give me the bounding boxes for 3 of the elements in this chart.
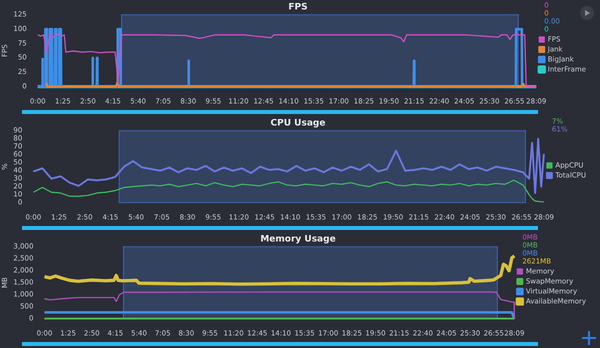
chart-title: CPU Usage — [270, 118, 326, 129]
chart-title: Memory Usage — [260, 234, 336, 245]
chart-title: FPS — [288, 2, 308, 13]
